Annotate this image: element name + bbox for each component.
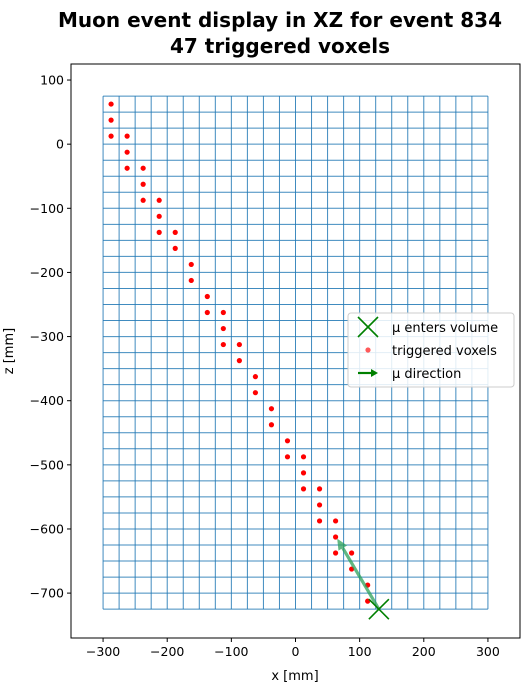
voxel-point	[124, 149, 130, 155]
chart-title-line1: Muon event display in XZ for event 834	[58, 8, 502, 32]
voxel-point	[332, 550, 339, 556]
x-tick-label: −200	[150, 644, 184, 659]
voxel-point	[188, 261, 194, 268]
y-tick-label: −500	[30, 457, 64, 472]
x-axis-label: x [mm]	[271, 669, 318, 684]
legend-arrow-icon	[358, 369, 378, 377]
voxel-point	[300, 486, 307, 492]
legend-entry-direction: μ direction	[358, 367, 461, 382]
voxel-point	[332, 518, 339, 524]
legend: μ enters volume triggered voxels μ direc…	[347, 312, 515, 388]
voxel-point	[140, 197, 146, 203]
entry-x-stroke	[368, 598, 390, 620]
voxel-point	[284, 438, 291, 444]
legend-label-direction: μ direction	[392, 367, 461, 382]
direction-arrow-head	[337, 538, 348, 551]
voxel-point	[332, 534, 339, 540]
voxel-point	[124, 165, 130, 171]
voxel-point	[188, 277, 194, 284]
entry-point-marker	[368, 598, 390, 620]
voxel-point	[204, 309, 210, 316]
direction-arrow-shaft	[341, 547, 381, 610]
chart-title-line2: 47 triggered voxels	[170, 34, 390, 58]
legend-x-marker-icon	[357, 316, 379, 338]
y-tick-label: 100	[40, 73, 64, 88]
voxel-point	[316, 486, 323, 492]
x-tick-label: 200	[412, 644, 436, 659]
x-axis-ticks: −300 −200 −100 0 100 200 300	[86, 638, 500, 659]
x-tick-label: 300	[476, 644, 500, 659]
y-axis-ticks: 100 0 −100 −200 −300 −400 −500 −600 −700	[30, 73, 71, 601]
voxel-point	[172, 229, 178, 235]
y-tick-label: −400	[30, 393, 64, 408]
x-tick-label: 100	[348, 644, 372, 659]
y-axis-label: z [mm]	[2, 328, 17, 374]
legend-frame	[347, 312, 515, 388]
legend-label-enters: μ enters volume	[392, 321, 498, 336]
y-tick-label: −200	[30, 265, 64, 280]
voxel-point	[300, 454, 307, 460]
voxel-point	[172, 245, 178, 251]
voxel-point	[252, 390, 259, 396]
voxel-point	[204, 293, 210, 300]
voxel-point	[220, 341, 226, 348]
track-markers	[337, 538, 390, 620]
voxel-point	[316, 502, 323, 508]
y-tick-label: −100	[30, 201, 64, 216]
voxel-point	[108, 133, 114, 139]
y-tick-label: −700	[30, 586, 64, 601]
x-tick-label: −100	[214, 644, 248, 659]
y-tick-label: −600	[30, 521, 64, 536]
voxel-points	[108, 101, 371, 604]
legend-entry-voxels: triggered voxels	[365, 344, 497, 359]
voxel-point	[316, 518, 323, 524]
voxel-point	[156, 213, 162, 219]
x-tick-label: −300	[86, 644, 120, 659]
voxel-point	[284, 454, 291, 460]
x-tick-label: 0	[292, 644, 300, 659]
voxel-point	[156, 229, 162, 235]
voxel-point	[220, 309, 226, 316]
y-tick-label: 0	[56, 137, 64, 152]
voxel-point	[268, 406, 275, 412]
voxel-point	[349, 550, 355, 556]
voxel-point	[252, 374, 259, 380]
voxel-point	[156, 197, 162, 203]
voxel-point	[140, 181, 146, 187]
voxel-point	[124, 133, 130, 139]
y-tick-label: −300	[30, 329, 64, 344]
legend-entry-enters: μ enters volume	[357, 316, 498, 338]
legend-dot-icon	[365, 347, 371, 353]
voxel-point	[108, 101, 114, 107]
voxel-point	[300, 470, 307, 476]
voxel-point	[236, 358, 242, 364]
voxel-point	[140, 165, 146, 171]
voxel-point	[108, 117, 114, 123]
legend-label-voxels: triggered voxels	[392, 344, 497, 359]
voxel-point	[268, 422, 275, 428]
voxel-point	[220, 325, 226, 332]
voxel-point	[236, 341, 242, 348]
